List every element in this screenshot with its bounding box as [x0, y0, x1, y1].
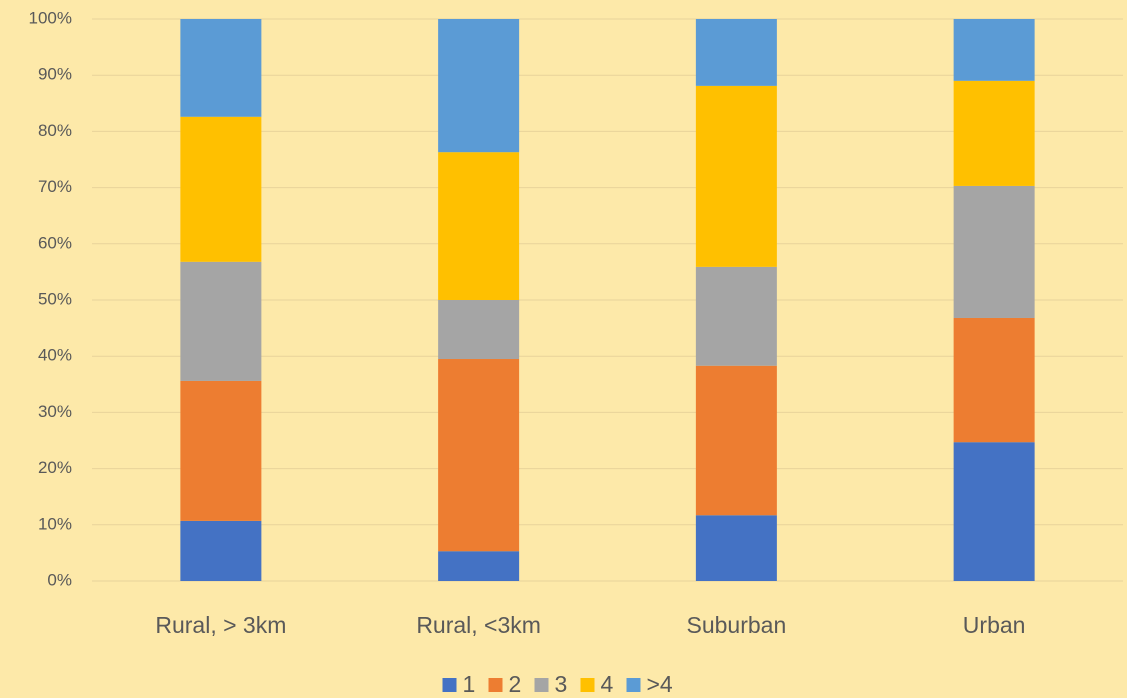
- y-tick-label: 20%: [38, 458, 72, 477]
- legend-swatch: [534, 678, 549, 692]
- bar-segment: [953, 19, 1035, 81]
- legend-label: 3: [555, 671, 568, 697]
- bar-segment: [180, 116, 262, 262]
- bar-segment: [438, 300, 520, 360]
- x-tick-label: Urban: [963, 612, 1026, 638]
- bar-segment: [953, 80, 1035, 186]
- bar-segment: [438, 551, 520, 581]
- bar-segment: [438, 359, 520, 552]
- y-tick-label: 90%: [38, 65, 72, 84]
- y-tick-label: 30%: [38, 402, 72, 421]
- legend-swatch: [626, 678, 641, 692]
- legend-swatch: [580, 678, 595, 692]
- bar-segment: [695, 515, 777, 581]
- legend-label: >4: [647, 671, 673, 697]
- y-tick-label: 60%: [38, 233, 72, 252]
- bar-segment: [438, 19, 520, 153]
- x-tick-label: Rural, <3km: [416, 612, 541, 638]
- bar-segment: [695, 19, 777, 86]
- bar-segment: [953, 317, 1035, 443]
- x-tick-label: Suburban: [687, 612, 787, 638]
- legend-swatch: [442, 678, 457, 692]
- bar-segment: [695, 266, 777, 366]
- bar-segment: [953, 442, 1035, 581]
- bar-segment: [438, 152, 520, 300]
- legend-label: 2: [509, 671, 522, 697]
- y-tick-label: 80%: [38, 121, 72, 140]
- bar-segment: [180, 261, 262, 381]
- legend-label: 1: [463, 671, 476, 697]
- y-tick-label: 100%: [29, 8, 72, 27]
- bar-segment: [180, 19, 262, 117]
- bar-segment: [180, 520, 262, 581]
- y-tick-label: 70%: [38, 177, 72, 196]
- legend-swatch: [488, 678, 503, 692]
- bar-segment: [180, 380, 262, 521]
- legend-label: 4: [601, 671, 614, 697]
- bar-segment: [953, 185, 1035, 318]
- y-tick-label: 50%: [38, 289, 72, 308]
- x-tick-label: Rural, > 3km: [155, 612, 286, 638]
- y-tick-label: 40%: [38, 346, 72, 365]
- bar-segment: [695, 85, 777, 267]
- bar-segment: [695, 365, 777, 516]
- y-tick-label: 0%: [47, 570, 72, 589]
- y-tick-label: 10%: [38, 514, 72, 533]
